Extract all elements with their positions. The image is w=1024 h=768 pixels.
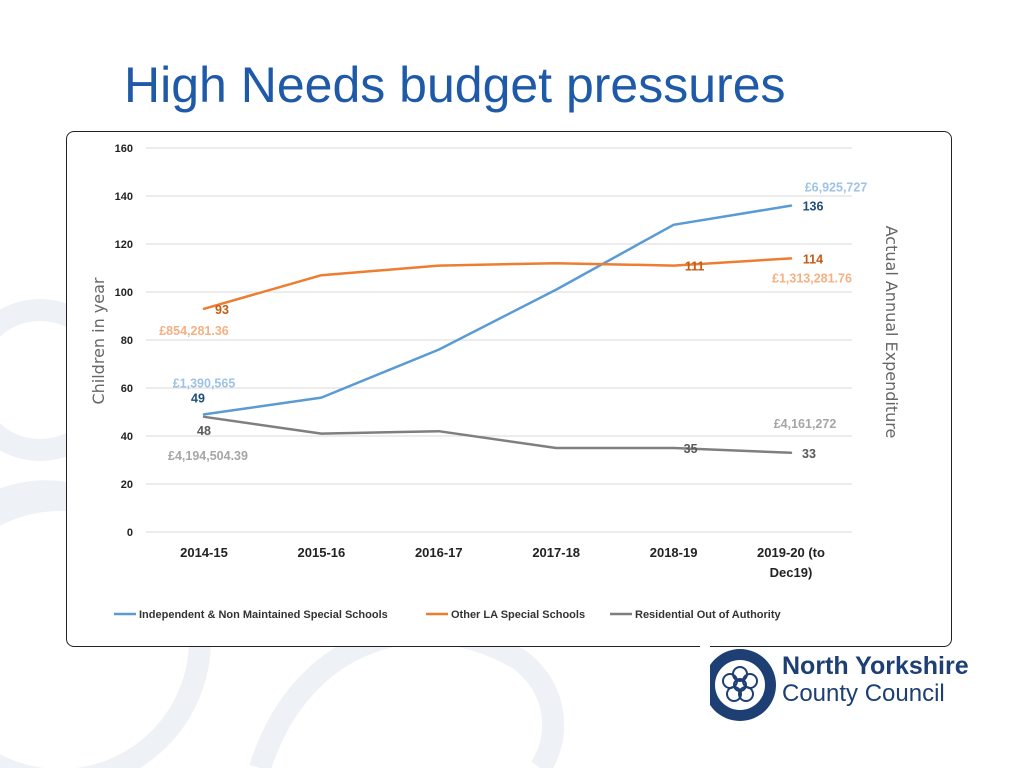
expenditure-label: £1,313,281.76 [772,271,852,285]
y-tick-label: 140 [115,191,133,203]
legend-label: Other LA Special Schools [451,609,585,621]
council-logo [700,645,776,725]
expenditure-label: £4,161,272 [774,417,837,431]
x-tick-label: 2014-15 [180,545,228,560]
logo-line-2: County Council [782,680,945,707]
secondary-axis-title: Actual Annual Expenditure [882,226,901,439]
y-tick-label: 40 [121,431,133,443]
y-tick-label: 0 [127,527,133,539]
expenditure-label: £1,390,565 [173,376,236,390]
count-label: 136 [803,200,824,214]
y-tick-label: 120 [115,239,133,251]
x-tick-label: 2019-20 (to [757,545,825,560]
logo-line-1: North Yorkshire [782,652,969,680]
x-tick-label: Dec19) [770,565,813,580]
count-label: 35 [684,442,698,456]
series-lines [202,204,793,455]
legend: Independent & Non Maintained Special Sch… [114,609,782,621]
count-label: 49 [191,391,205,405]
rose-emblem-icon [700,645,776,725]
count-label: 33 [802,447,816,461]
data-labels: 49£1,390,565 136 £6,925,727 93 £854,281.36 11… [159,181,867,463]
series-line-1 [202,204,793,416]
x-tick-label: 2015-16 [298,545,346,560]
expenditure-label: £6,925,727 [805,181,868,195]
legend-label: Residential Out of Authority [635,609,782,621]
slide-title: High Needs budget pressures [124,57,786,113]
series-line-3 [202,415,793,455]
y-tick-label: 60 [121,383,133,395]
x-tick-label: 2016-17 [415,545,463,560]
count-label: 114 [803,252,823,266]
count-label: 48 [197,424,211,438]
count-label: 93 [215,303,229,317]
x-tick-label: 2018-19 [650,545,698,560]
y-axis-title: Children in year [89,277,108,404]
chart-frame [66,131,952,647]
y-tick-label: 160 [115,143,133,155]
count-label: 111 [685,260,705,274]
series-line-2 [202,257,793,311]
y-tick-label: 80 [121,335,133,347]
legend-label: Independent & Non Maintained Special Sch… [139,609,388,621]
y-axis-ticks: 0 20 40 60 80 100 120 140 160 [115,143,133,539]
y-tick-label: 100 [115,287,133,299]
expenditure-label: £854,281.36 [159,324,229,338]
gridlines [146,147,852,533]
x-tick-label: 2017-18 [532,545,580,560]
expenditure-label: £4,194,504.39 [168,449,248,463]
x-axis-ticks: 2014-15 2015-16 2016-17 2017-18 2018-19 2019-… [180,545,825,580]
y-tick-label: 20 [121,479,133,491]
